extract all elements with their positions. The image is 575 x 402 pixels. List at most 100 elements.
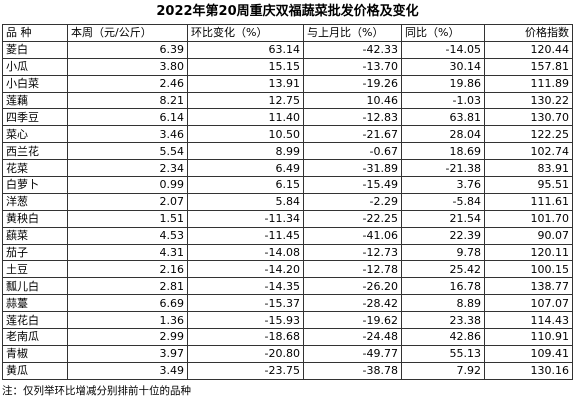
variety-cell: 小白菜	[2, 74, 68, 93]
variety-cell: 四季豆	[2, 108, 68, 127]
table-row: 四季豆 6.14 11.40 -12.83 63.81 130.70	[2, 108, 573, 127]
table-row: 白萝卜 0.99 6.15 -15.49 3.76 95.51	[2, 176, 573, 194]
price-index-cell: 95.51	[484, 176, 573, 194]
price-index-cell: 120.44	[484, 40, 573, 59]
week-change-cell: 63.14	[187, 40, 304, 59]
week-change-cell: 11.40	[187, 108, 304, 127]
price-index-cell: 138.77	[484, 277, 573, 296]
header-price-index: 价格指数	[484, 24, 573, 42]
header-price: 本周（元/公斤）	[67, 24, 188, 42]
price-cell: 3.80	[67, 57, 188, 76]
variety-cell: 莲藕	[2, 91, 68, 110]
table-row: 莲花白 1.36 -15.93 -19.62 23.38 114.43	[2, 311, 573, 330]
header-year-change: 同比（%）	[401, 24, 485, 42]
year-change-cell: 7.92	[401, 361, 485, 380]
variety-cell: 瓢儿白	[2, 277, 68, 296]
header-row: 品 种 本周（元/公斤） 环比变化（%） 与上月比（%） 同比（%） 价格指数	[2, 24, 573, 42]
week-change-cell: -15.37	[187, 294, 304, 313]
month-change-cell: -21.67	[303, 125, 402, 144]
price-cell: 2.16	[67, 260, 188, 279]
table-row: 花菜 2.34 6.49 -31.89 -21.38 83.91	[2, 159, 573, 178]
price-index-cell: 100.15	[484, 260, 573, 279]
price-index-cell: 120.11	[484, 243, 573, 262]
variety-cell: 菜心	[2, 125, 68, 144]
month-change-cell: -12.78	[303, 260, 402, 279]
week-change-cell: 10.50	[187, 125, 304, 144]
table-row: 土豆 2.16 -14.20 -12.78 25.42 100.15	[2, 260, 573, 279]
year-change-cell: 55.13	[401, 344, 485, 363]
month-change-cell: -12.73	[303, 243, 402, 262]
variety-cell: 花菜	[2, 159, 68, 178]
table-row: 黄瓜 3.49 -23.75 -38.78 7.92 130.16	[2, 361, 573, 380]
variety-cell: 茄子	[2, 243, 68, 262]
price-cell: 6.69	[67, 294, 188, 313]
year-change-cell: 25.42	[401, 260, 485, 279]
variety-cell: 黄秧白	[2, 209, 68, 228]
month-change-cell: -2.29	[303, 192, 402, 211]
month-change-cell: 10.46	[303, 91, 402, 110]
variety-cell: 西兰花	[2, 142, 68, 161]
week-change-cell: 13.91	[187, 74, 304, 93]
year-change-cell: -14.05	[401, 40, 485, 59]
price-cell: 2.46	[67, 74, 188, 93]
price-index-cell: 111.61	[484, 192, 573, 211]
year-change-cell: 63.81	[401, 108, 485, 127]
price-table: 品 种 本周（元/公斤） 环比变化（%） 与上月比（%） 同比（%） 价格指数 …	[2, 24, 573, 380]
month-change-cell: -19.26	[303, 74, 402, 93]
year-change-cell: 30.14	[401, 57, 485, 76]
week-change-cell: 6.49	[187, 159, 304, 178]
price-cell: 3.49	[67, 361, 188, 380]
week-change-cell: -18.68	[187, 328, 304, 346]
price-cell: 3.97	[67, 344, 188, 363]
price-cell: 2.99	[67, 328, 188, 346]
week-change-cell: -11.34	[187, 209, 304, 228]
variety-cell: 黄瓜	[2, 361, 68, 380]
price-index-cell: 130.70	[484, 108, 573, 127]
week-change-cell: -23.75	[187, 361, 304, 380]
header-month-change: 与上月比（%）	[303, 24, 402, 42]
price-cell: 4.31	[67, 243, 188, 262]
price-index-cell: 107.07	[484, 294, 573, 313]
variety-cell: 蕻菜	[2, 226, 68, 245]
table-row: 小白菜 2.46 13.91 -19.26 19.86 111.89	[2, 74, 573, 93]
year-change-cell: 3.76	[401, 176, 485, 194]
month-change-cell: -31.89	[303, 159, 402, 178]
month-change-cell: -41.06	[303, 226, 402, 245]
variety-cell: 莲花白	[2, 311, 68, 330]
month-change-cell: -38.78	[303, 361, 402, 380]
month-change-cell: -15.49	[303, 176, 402, 194]
price-index-cell: 122.25	[484, 125, 573, 144]
year-change-cell: -21.38	[401, 159, 485, 178]
week-change-cell: -20.80	[187, 344, 304, 363]
week-change-cell: 12.75	[187, 91, 304, 110]
table-row: 黄秧白 1.51 -11.34 -22.25 21.54 101.70	[2, 209, 573, 228]
month-change-cell: -24.48	[303, 328, 402, 346]
price-cell: 2.81	[67, 277, 188, 296]
price-index-cell: 102.74	[484, 142, 573, 161]
price-index-cell: 101.70	[484, 209, 573, 228]
year-change-cell: 42.86	[401, 328, 485, 346]
price-cell: 8.21	[67, 91, 188, 110]
week-change-cell: -14.20	[187, 260, 304, 279]
week-change-cell: 6.15	[187, 176, 304, 194]
variety-cell: 小瓜	[2, 57, 68, 76]
month-change-cell: -13.70	[303, 57, 402, 76]
variety-cell: 洋葱	[2, 192, 68, 211]
month-change-cell: -19.62	[303, 311, 402, 330]
week-change-cell: 8.99	[187, 142, 304, 161]
price-index-cell: 109.41	[484, 344, 573, 363]
price-cell: 6.39	[67, 40, 188, 59]
year-change-cell: 19.86	[401, 74, 485, 93]
table-row: 洋葱 2.07 5.84 -2.29 -5.84 111.61	[2, 192, 573, 211]
header-week-change: 环比变化（%）	[187, 24, 304, 42]
variety-cell: 青椒	[2, 344, 68, 363]
year-change-cell: -5.84	[401, 192, 485, 211]
table-row: 瓢儿白 2.81 -14.35 -26.20 16.78 138.77	[2, 277, 573, 296]
week-change-cell: -11.45	[187, 226, 304, 245]
price-cell: 1.36	[67, 311, 188, 330]
table-title: 2022年第20周重庆双福蔬菜批发价格及变化	[156, 4, 419, 19]
week-change-cell: -15.93	[187, 311, 304, 330]
header-variety: 品 种	[2, 24, 68, 42]
table-row: 蒜薹 6.69 -15.37 -28.42 8.89 107.07	[2, 294, 573, 313]
price-cell: 6.14	[67, 108, 188, 127]
